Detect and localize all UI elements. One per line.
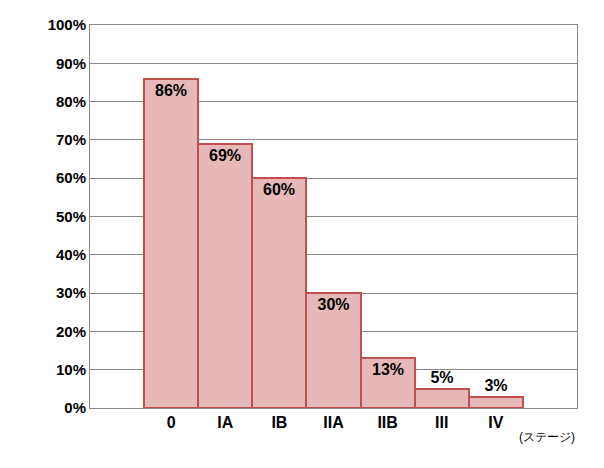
svg-text:70%: 70% [56, 131, 86, 148]
svg-text:0: 0 [167, 414, 176, 431]
svg-text:IIB: IIB [377, 414, 397, 431]
svg-text:III: III [435, 414, 448, 431]
svg-text:(ステージ): (ステージ) [519, 430, 575, 444]
svg-text:100%: 100% [48, 16, 86, 33]
svg-text:30%: 30% [317, 296, 349, 313]
svg-text:50%: 50% [56, 208, 86, 225]
svg-text:40%: 40% [56, 246, 86, 263]
svg-text:IV: IV [488, 414, 503, 431]
svg-text:86%: 86% [155, 82, 187, 99]
svg-text:60%: 60% [56, 169, 86, 186]
svg-text:IB: IB [271, 414, 287, 431]
svg-text:60%: 60% [263, 181, 295, 198]
svg-text:20%: 20% [56, 323, 86, 340]
svg-text:IIA: IIA [323, 414, 344, 431]
svg-text:69%: 69% [209, 147, 241, 164]
svg-text:0%: 0% [64, 399, 86, 416]
svg-text:5%: 5% [430, 369, 453, 386]
svg-text:90%: 90% [56, 55, 86, 72]
svg-text:80%: 80% [56, 93, 86, 110]
svg-text:13%: 13% [372, 361, 404, 378]
svg-text:30%: 30% [56, 284, 86, 301]
svg-text:3%: 3% [484, 377, 507, 394]
svg-text:IA: IA [217, 414, 233, 431]
svg-text:10%: 10% [56, 361, 86, 378]
